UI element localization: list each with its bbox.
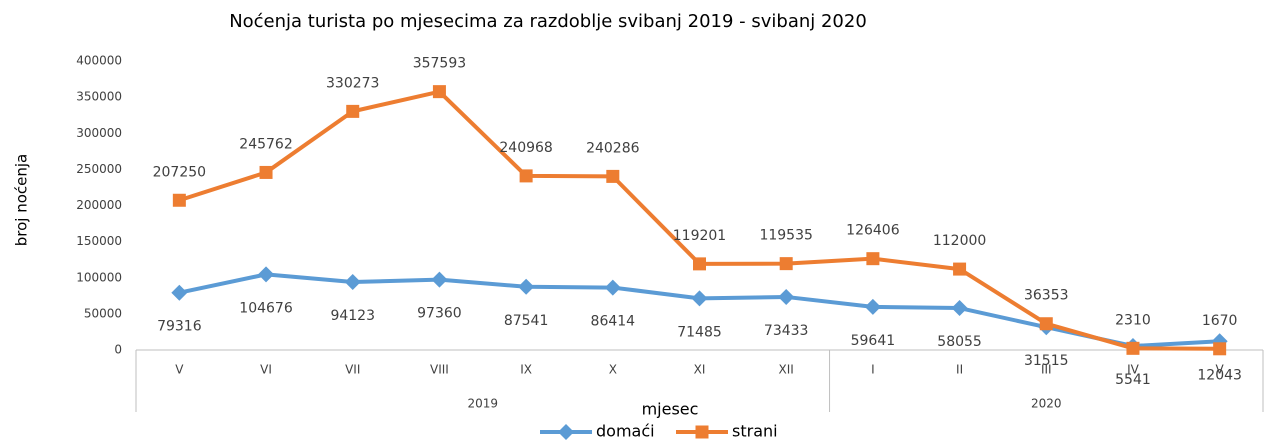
data-label: 207250 <box>153 164 206 180</box>
data-label: 87541 <box>504 313 549 329</box>
point <box>172 193 186 207</box>
point <box>1126 341 1140 355</box>
data-label: 1670 <box>1202 313 1238 329</box>
x-tick-label: VIII <box>430 363 449 377</box>
data-label: 5541 <box>1115 372 1151 388</box>
data-label: 2310 <box>1115 312 1151 328</box>
group-label: 2020 <box>1031 397 1062 411</box>
point <box>691 290 708 307</box>
legend-marker <box>695 425 709 439</box>
data-label: 245762 <box>239 136 292 152</box>
point <box>432 85 446 99</box>
y-tick-label: 250000 <box>76 162 122 176</box>
data-label: 71485 <box>677 324 722 340</box>
x-tick-label: V <box>175 363 184 377</box>
legend-marker <box>558 424 574 440</box>
data-label: 94123 <box>330 308 375 324</box>
point <box>258 266 275 283</box>
point <box>779 257 793 271</box>
y-tick-label: 300000 <box>76 126 122 140</box>
x-tick-label: XI <box>694 363 706 377</box>
point <box>519 169 533 183</box>
x-tick-label: V <box>1216 363 1225 377</box>
x-tick-label: X <box>609 363 617 377</box>
data-label: 240968 <box>499 140 552 156</box>
data-label: 119201 <box>673 228 726 244</box>
x-tick-label: II <box>956 363 963 377</box>
x-axis-title: mjesec <box>642 400 699 419</box>
point <box>951 300 968 317</box>
data-label: 240286 <box>586 140 640 156</box>
data-label: 31515 <box>1024 353 1069 369</box>
point <box>864 298 881 315</box>
y-tick-label: 0 <box>114 343 122 357</box>
data-label: 36353 <box>1024 288 1069 304</box>
y-tick-label: 100000 <box>76 270 122 284</box>
y-axis-title: broj noćenja <box>13 154 31 247</box>
point <box>346 104 360 118</box>
data-label: 119535 <box>759 228 812 244</box>
y-tick-label: 150000 <box>76 234 122 248</box>
data-label: 73433 <box>764 323 809 339</box>
data-label: 79316 <box>157 319 202 335</box>
data-label: 126406 <box>846 223 900 239</box>
y-tick-label: 50000 <box>84 306 122 320</box>
chart-title: Noćenja turista po mjesecima za razdoblj… <box>229 11 867 32</box>
x-tick-label: III <box>1041 363 1052 377</box>
point <box>259 165 273 179</box>
point <box>344 273 361 290</box>
x-tick-label: XII <box>779 363 794 377</box>
x-tick-label: IX <box>520 363 532 377</box>
legend-label: domaći <box>596 422 655 441</box>
point <box>953 262 967 276</box>
point <box>1039 317 1053 331</box>
point <box>606 169 620 183</box>
x-tick-label: VI <box>260 363 272 377</box>
group-label: 2019 <box>467 397 498 411</box>
x-tick-label: I <box>871 363 875 377</box>
data-label: 12043 <box>1197 367 1242 383</box>
x-tick-label: IV <box>1127 363 1140 377</box>
y-tick-label: 350000 <box>76 90 122 104</box>
point <box>693 257 706 271</box>
point <box>171 284 188 301</box>
x-tick-label: VII <box>345 363 360 377</box>
data-label: 58055 <box>937 334 982 350</box>
y-tick-label: 400000 <box>76 54 122 68</box>
data-label: 330273 <box>326 75 379 91</box>
point <box>604 279 621 296</box>
data-label: 104676 <box>239 300 293 316</box>
point <box>518 278 535 295</box>
point <box>778 288 795 305</box>
data-label: 112000 <box>933 233 986 249</box>
y-tick-label: 200000 <box>76 198 122 212</box>
data-label: 97360 <box>417 306 462 322</box>
point <box>431 271 448 288</box>
point <box>1213 342 1227 356</box>
point <box>866 252 880 266</box>
data-label: 357593 <box>413 56 466 72</box>
data-label: 59641 <box>851 333 896 349</box>
legend-label: strani <box>732 422 778 441</box>
data-label: 86414 <box>591 314 636 330</box>
